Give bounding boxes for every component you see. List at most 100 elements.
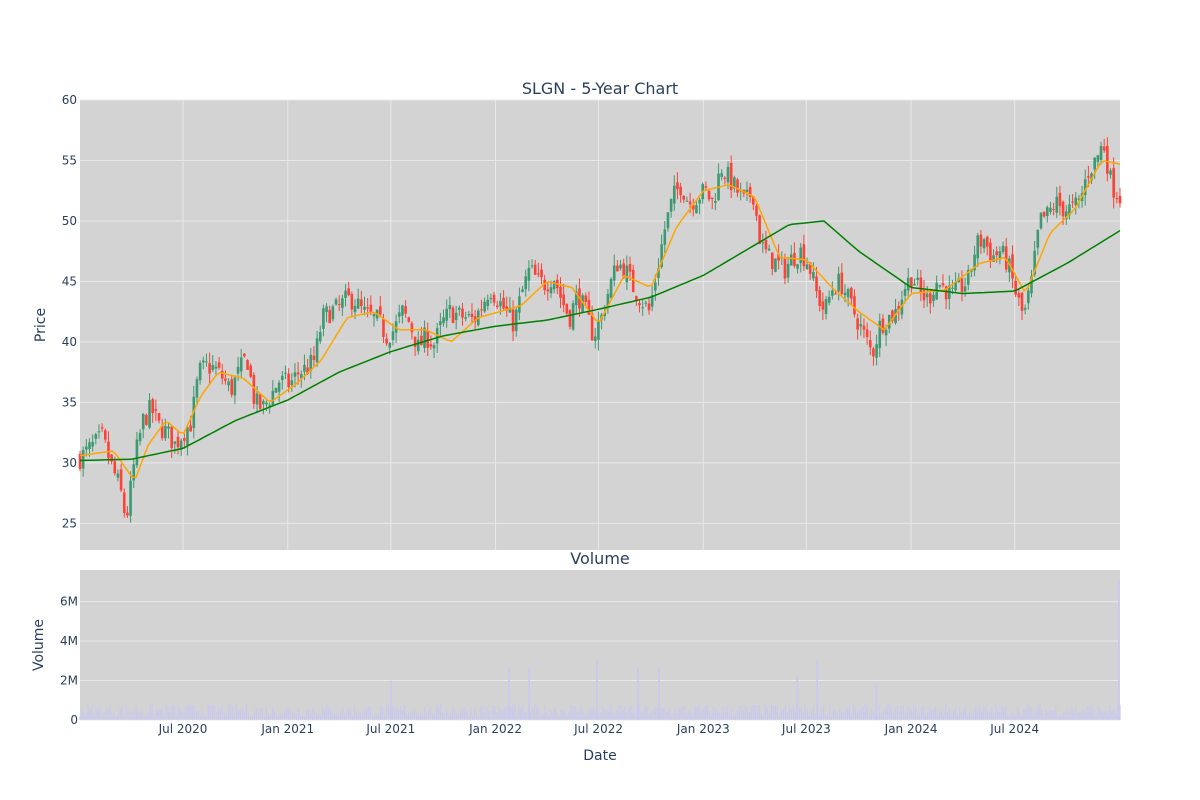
candle-body [951, 287, 954, 289]
volume-bar [107, 710, 109, 720]
volume-bar [307, 708, 310, 720]
candle-body [568, 310, 572, 327]
candle-body [612, 265, 616, 281]
volume-bar [949, 709, 951, 720]
volume-bar [584, 715, 586, 720]
volume-bar [504, 707, 506, 720]
volume-bar [426, 714, 428, 720]
volume-bar [558, 715, 560, 720]
volume-bar [542, 713, 544, 720]
volume-bar [448, 714, 450, 720]
volume-bar [267, 714, 269, 720]
volume-bar [522, 704, 524, 720]
x-tick-label: Jan 2023 [676, 722, 730, 736]
volume-bar [418, 715, 420, 720]
candle-body [303, 364, 306, 372]
volume-bar [379, 704, 382, 720]
volume-bar [355, 712, 358, 720]
candle-body [691, 204, 695, 210]
candle-body [944, 286, 948, 300]
candle-body [126, 512, 129, 516]
candle-body [698, 199, 701, 204]
volume-bar [133, 712, 135, 720]
candle-body [834, 293, 837, 295]
candle-body [672, 185, 676, 204]
candle-body [831, 290, 834, 296]
volume-bar [317, 715, 320, 720]
volume-bar [1035, 709, 1037, 720]
candle-body [432, 345, 436, 349]
volume-bar [963, 708, 965, 720]
candle-body [1014, 280, 1017, 295]
volume-bar [616, 710, 618, 720]
volume-bar [979, 706, 981, 720]
volume-bar [225, 715, 227, 720]
volume-bar [119, 708, 121, 720]
candle-body [808, 262, 812, 274]
volume-bar [957, 715, 959, 720]
candle-body [420, 335, 423, 346]
volume-bar [898, 712, 901, 720]
candle-body [227, 381, 230, 386]
volume-bar [560, 709, 562, 720]
candle-body [565, 303, 569, 314]
volume-bar [1013, 712, 1015, 720]
candle-body [164, 426, 167, 439]
volume-bar [937, 714, 939, 720]
volume-bar [251, 715, 253, 720]
volume-bar [351, 715, 354, 720]
volume-bar [492, 705, 494, 720]
candle-body [157, 412, 161, 421]
volume-bar [371, 716, 374, 720]
volume-bar [724, 711, 726, 720]
volume-bar [121, 706, 123, 720]
volume-bar [981, 710, 983, 720]
candle-body [729, 162, 733, 191]
volume-spike-bar [390, 680, 392, 720]
volume-bar [1015, 716, 1017, 720]
candle-body [401, 305, 404, 316]
volume-bar [876, 716, 879, 720]
volume-bar [754, 704, 756, 720]
volume-spike-bar [875, 684, 878, 720]
volume-bar [217, 708, 219, 720]
candle-body [527, 267, 531, 281]
candle-body [483, 301, 486, 312]
candle-body [467, 314, 471, 316]
candle-body [255, 393, 259, 405]
volume-bar [377, 713, 380, 720]
candle-body [793, 252, 796, 266]
volume-bar [1029, 706, 1031, 720]
candle-body [309, 355, 313, 371]
volume-bar [886, 703, 889, 720]
volume-bar [277, 716, 279, 720]
volume-bar [1001, 705, 1003, 720]
volume-bar [402, 710, 404, 720]
volume-bar [798, 708, 800, 720]
candle-body [262, 400, 265, 405]
volume-bar [736, 710, 738, 720]
volume-bar [173, 704, 175, 720]
volume-bar [780, 710, 782, 720]
volume-bar [101, 716, 103, 720]
candle-body [385, 338, 388, 344]
candle-body [464, 317, 467, 319]
candle-body [1099, 145, 1103, 161]
volume-bar [223, 713, 225, 720]
price-y-tick: 25 [62, 516, 77, 530]
volume-bar [83, 713, 85, 720]
candle-body [236, 366, 240, 374]
candle-body [404, 306, 407, 314]
candle-body [783, 258, 787, 279]
candle-body [1052, 209, 1055, 211]
candle-body [837, 273, 840, 292]
volume-bar [247, 713, 249, 720]
volume-bar [147, 713, 149, 720]
volume-bar [1117, 706, 1119, 720]
volume-bar [572, 706, 574, 720]
volume-gridlines [80, 601, 1120, 721]
volume-bar [852, 703, 855, 720]
candle-body [805, 264, 809, 270]
volume-bar [694, 705, 696, 720]
volume-bar [786, 712, 788, 720]
